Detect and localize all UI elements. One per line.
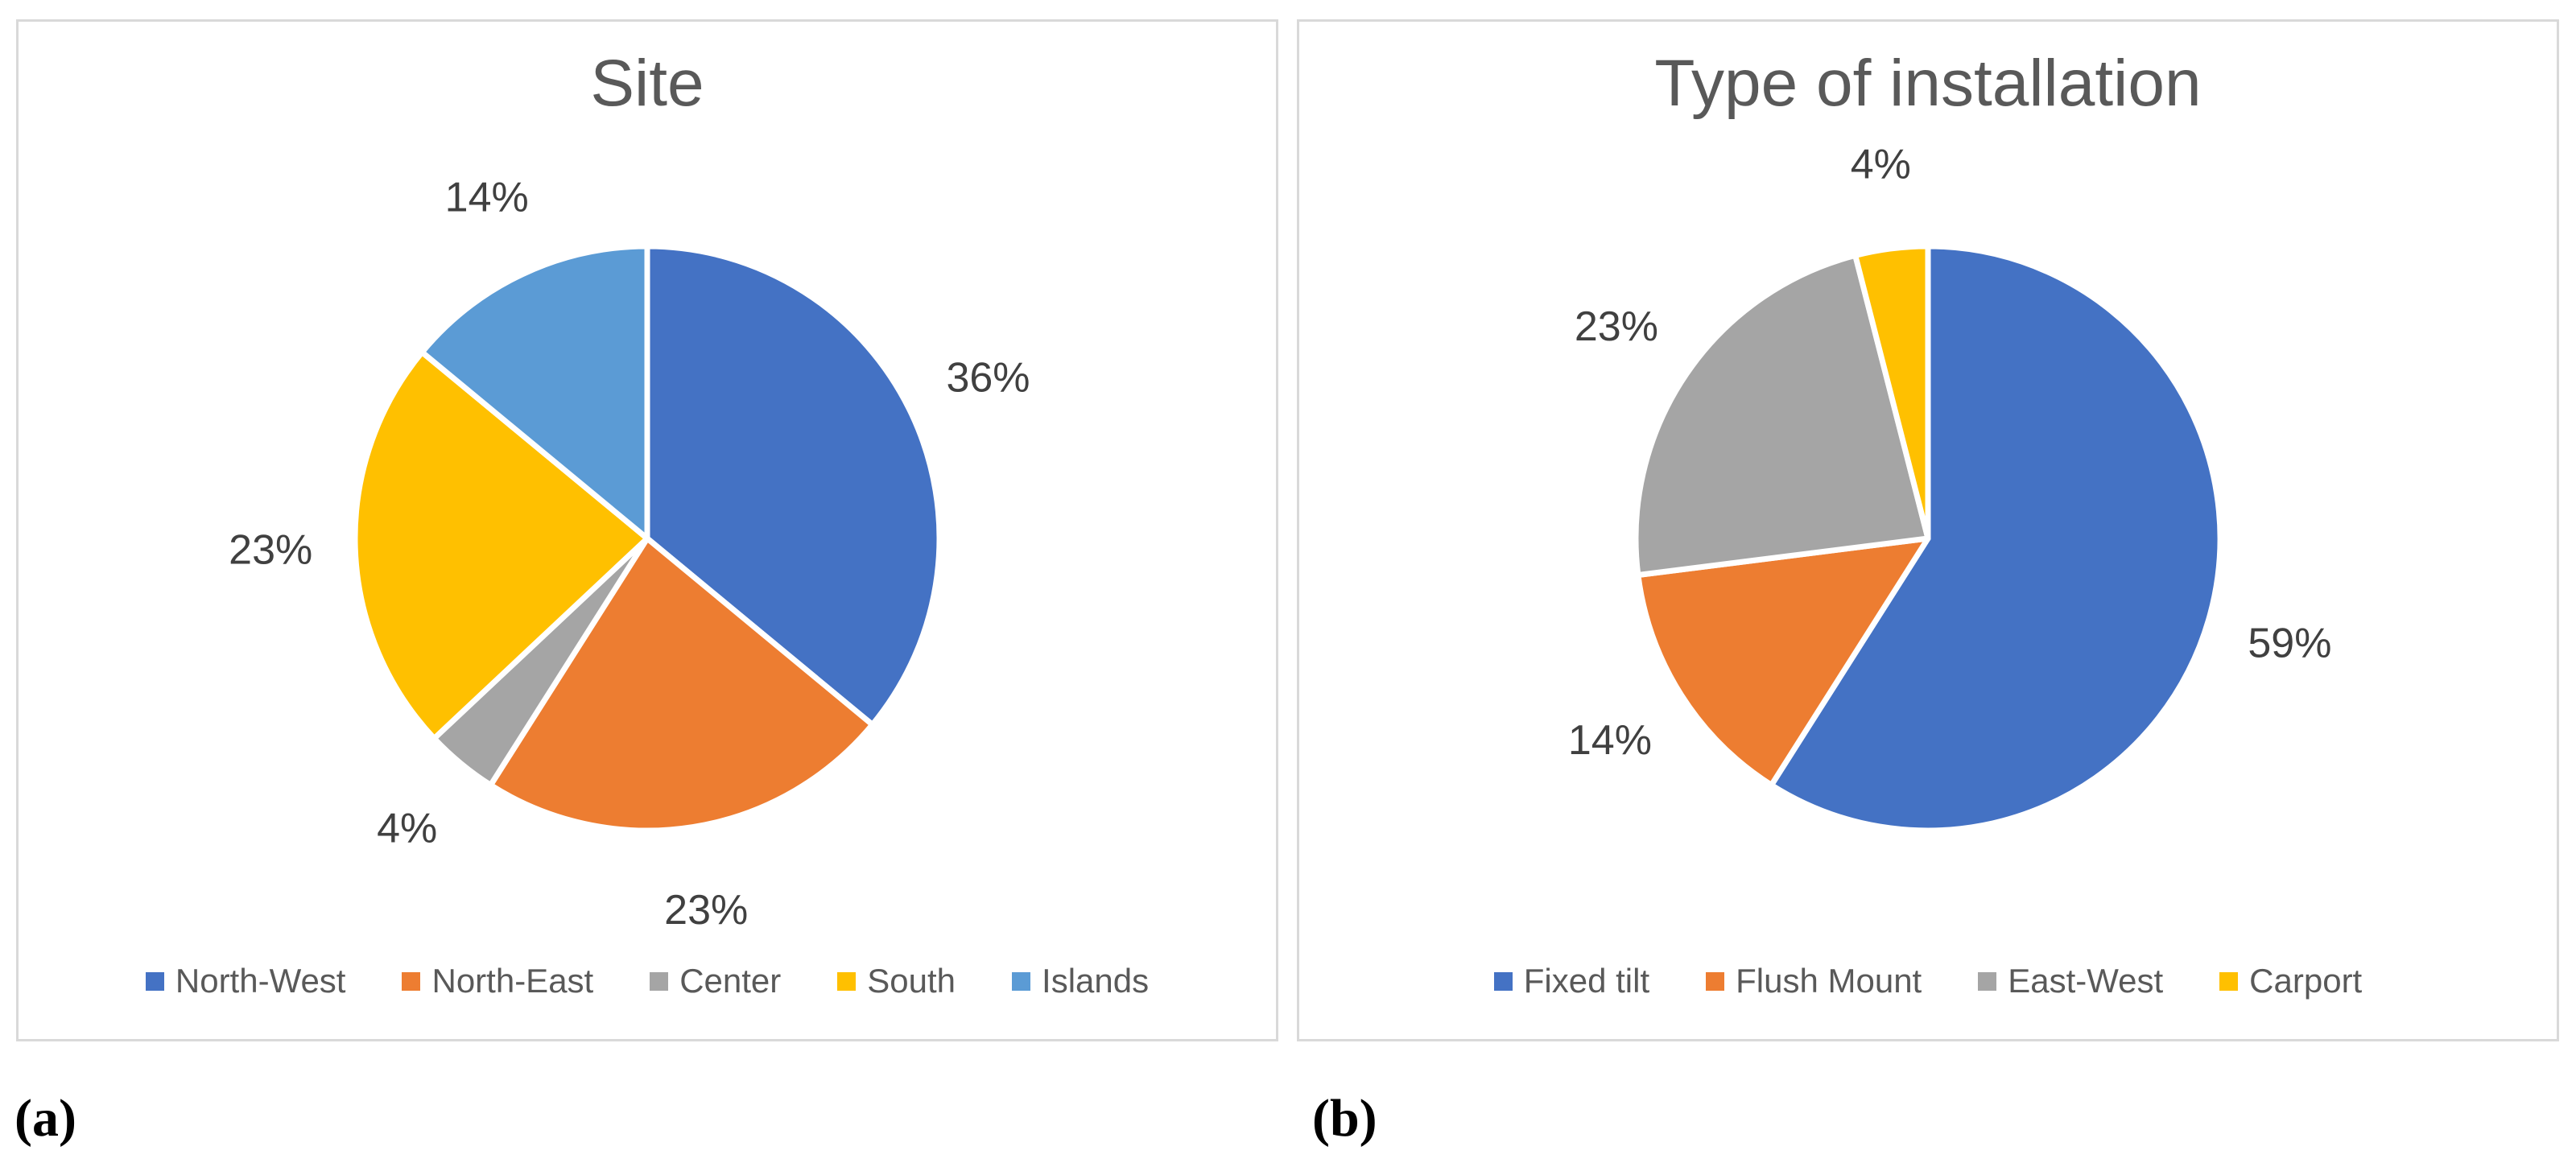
- pie-slice-flush-mount: [1635, 535, 1931, 788]
- pie-slice-north-west: [644, 243, 943, 728]
- pie-slice-south: [352, 349, 650, 741]
- data-label-fixed-tilt: 59%: [2248, 621, 2331, 667]
- legend-item-north-west: North-West: [145, 962, 346, 1000]
- legend-item-north-east: North-East: [402, 962, 593, 1000]
- subfigure-label-b: (b): [1312, 1089, 1377, 1148]
- legend-item-fixed-tilt: Fixed tilt: [1493, 962, 1650, 1000]
- legend-swatch-icon: [837, 971, 857, 991]
- legend-swatch-icon: [1012, 971, 1031, 991]
- legend-label: South: [867, 962, 956, 1000]
- legend-item-islands: Islands: [1012, 962, 1149, 1000]
- legend-swatch-icon: [1493, 971, 1513, 991]
- legend-label: Center: [679, 962, 782, 1000]
- data-label-south: 23%: [229, 527, 312, 574]
- data-label-north-west: 36%: [946, 355, 1030, 402]
- legend-label: North-West: [175, 962, 346, 1000]
- data-label-north-east: 23%: [664, 887, 748, 934]
- legend-item-center: Center: [650, 962, 781, 1000]
- data-label-islands: 14%: [445, 175, 529, 221]
- pie-chart-site: 36% 23% 4% 23% 14%: [229, 175, 1030, 934]
- legend-swatch-icon: [145, 971, 164, 991]
- legend-item-flush-mount: Flush Mount: [1706, 962, 1922, 1000]
- legend-label: Flush Mount: [1736, 962, 1922, 1000]
- chart-title-installation-type: Type of installation: [1654, 47, 2202, 120]
- chart-panel-site: Site 36% 23% 4% 23% 14% North-West North-East…: [16, 19, 1278, 1041]
- legend-label: North-East: [431, 962, 594, 1000]
- chart-title-site: Site: [590, 47, 704, 120]
- pie-slice-east-west: [1633, 252, 1931, 578]
- pie-slice-fixed-tilt: [1768, 243, 2223, 834]
- subfigure-label-a: (a): [14, 1089, 76, 1148]
- pie-slice-carport: [1852, 243, 1931, 542]
- legend-item-carport: Carport: [2219, 962, 2362, 1000]
- legend-swatch-icon: [402, 971, 421, 991]
- data-label-center: 4%: [377, 806, 437, 852]
- pie-chart-installation-type: 59% 14% 23% 4%: [1568, 142, 2331, 834]
- chart-panel-installation-type: Type of installation 59% 14% 23% 4% Fixed t…: [1297, 19, 2559, 1041]
- legend-site: North-West North-East Center South Islands: [19, 962, 1276, 1000]
- legend-label: Carport: [2249, 962, 2363, 1000]
- legend-label: Islands: [1042, 962, 1150, 1000]
- data-label-east-west: 23%: [1575, 303, 1658, 350]
- legend-installation-type: Fixed tilt Flush Mount East-West Carport: [1299, 962, 2557, 1000]
- legend-swatch-icon: [1706, 971, 1725, 991]
- legend-swatch-icon: [650, 971, 669, 991]
- legend-item-east-west: East-West: [1978, 962, 2163, 1000]
- legend-label: East-West: [2008, 962, 2164, 1000]
- legend-swatch-icon: [1978, 971, 1997, 991]
- pie-slice-islands: [419, 243, 650, 542]
- legend-item-south: South: [837, 962, 956, 1000]
- legend-swatch-icon: [2219, 971, 2239, 991]
- legend-label: Fixed tilt: [1523, 962, 1650, 1000]
- data-label-flush-mount: 14%: [1568, 717, 1652, 764]
- pie-slice-north-east: [487, 535, 876, 834]
- data-label-carport: 4%: [1851, 142, 1911, 188]
